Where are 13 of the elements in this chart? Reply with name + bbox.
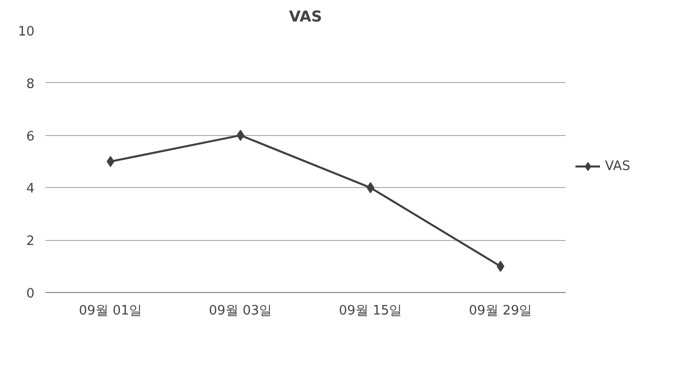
x-tick-label: 09월 01일 [78, 304, 142, 318]
x-tick-label: 09월 15일 [338, 304, 402, 318]
chart-title: VAS [289, 8, 322, 26]
y-tick-label: 10 [18, 24, 35, 40]
x-tick-label: 09월 03일 [208, 304, 272, 318]
y-tick-label: 2 [26, 234, 35, 250]
x-tick-label: 09월 29일 [468, 304, 532, 318]
point [106, 156, 114, 167]
y-tick-label: 6 [26, 129, 35, 144]
y-tick-label: 0 [26, 286, 35, 302]
y-tick-label: 4 [26, 182, 35, 197]
y-tick-label: 8 [26, 76, 35, 92]
legend-label: VAS [605, 158, 630, 174]
